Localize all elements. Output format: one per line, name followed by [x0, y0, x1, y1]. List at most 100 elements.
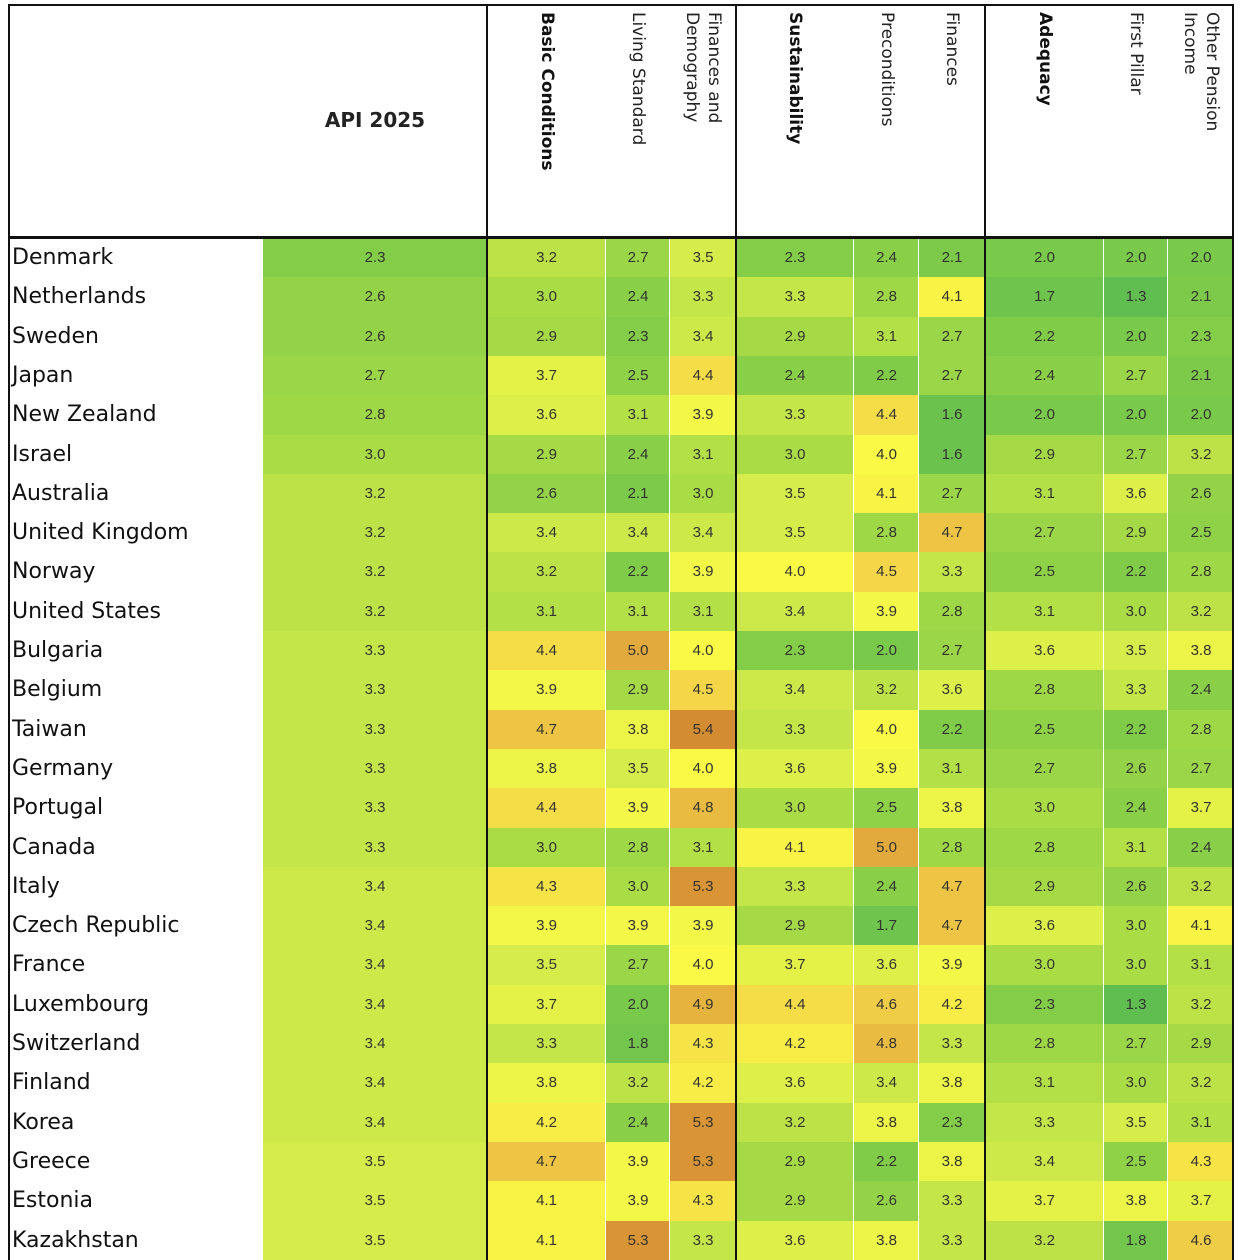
heatmap-cell: 2.5 [985, 552, 1104, 593]
heatmap-cell: 2.4 [1104, 788, 1168, 828]
heatmap-cell: 3.3 [263, 709, 487, 750]
subcolumn-header: Finances [942, 12, 962, 86]
heatmap-cell: 2.9 [1104, 513, 1168, 553]
heatmap-cell: 2.3 [736, 631, 854, 671]
heatmap-cell: 3.8 [854, 1102, 919, 1143]
heatmap-cell: 2.2 [1104, 552, 1168, 593]
heatmap-cell: 3.7 [487, 355, 606, 396]
heatmap-cell: 4.6 [1168, 1220, 1234, 1260]
heatmap-cell: 3.6 [854, 945, 919, 986]
country-label: Greece [12, 1148, 91, 1174]
country-label: United States [12, 598, 161, 624]
heatmap-cell: 2.4 [1168, 670, 1234, 711]
country-label: Canada [12, 834, 96, 860]
heatmap-cell: 3.3 [919, 1024, 985, 1064]
heatmap-cell: 2.1 [919, 238, 985, 278]
heatmap-cell: 3.3 [487, 1024, 606, 1064]
country-label: France [12, 952, 86, 978]
heatmap-cell: 4.2 [670, 1063, 736, 1104]
heatmap-cell: 2.1 [1168, 277, 1234, 318]
heatmap-cell: 2.9 [736, 1181, 854, 1221]
heatmap-cell: 3.5 [487, 945, 606, 986]
heatmap-cell: 4.3 [487, 866, 606, 907]
heatmap-cell: 3.6 [985, 906, 1104, 946]
heatmap-cell: 3.8 [854, 1220, 919, 1260]
heatmap-cell: 3.6 [736, 1220, 854, 1260]
heatmap-cell: 3.8 [487, 748, 606, 789]
heatmap-cell: 2.9 [487, 434, 606, 475]
heatmap-cell: 3.7 [487, 984, 606, 1025]
heatmap-cell: 2.8 [606, 827, 670, 868]
heatmap-cell: 2.8 [263, 395, 487, 435]
heatmap-cell: 4.0 [854, 434, 919, 475]
group-divider [984, 4, 986, 1260]
heatmap-cell: 4.4 [854, 395, 919, 435]
heatmap-cell: 3.3 [919, 1220, 985, 1260]
heatmap-cell: 4.5 [854, 552, 919, 593]
heatmap-cell: 5.3 [670, 1141, 736, 1182]
heatmap-cell: 3.2 [606, 1063, 670, 1104]
heatmap-cell: 3.0 [736, 788, 854, 828]
heatmap-cell: 4.1 [487, 1220, 606, 1260]
heatmap-cell: 1.7 [985, 277, 1104, 318]
heatmap-cell: 3.9 [670, 906, 736, 946]
heatmap-cell: 2.7 [1104, 355, 1168, 396]
heatmap-cell: 3.6 [736, 1063, 854, 1104]
heatmap-cell: 3.3 [263, 748, 487, 789]
heatmap-cell: 3.8 [919, 1063, 985, 1104]
heatmap-cell: 2.3 [263, 238, 487, 278]
heatmap-cell: 4.3 [670, 1181, 736, 1221]
heatmap-cell: 2.7 [606, 238, 670, 278]
heatmap-cell: 2.0 [1168, 238, 1234, 278]
heatmap-cell: 3.3 [736, 395, 854, 435]
heatmap-cell: 2.4 [606, 434, 670, 475]
heatmap-cell: 3.0 [263, 434, 487, 475]
heatmap-cell: 2.4 [736, 355, 854, 396]
heatmap-cell: 2.7 [606, 945, 670, 986]
heatmap-cell: 3.1 [854, 316, 919, 357]
country-label: Belgium [12, 677, 103, 703]
heatmap-cell: 2.2 [985, 316, 1104, 357]
heatmap-cell: 3.5 [606, 748, 670, 789]
heatmap-cell: 2.0 [1104, 395, 1168, 435]
heatmap-cell: 3.6 [919, 670, 985, 711]
heatmap-cell: 1.6 [919, 434, 985, 475]
heatmap-cell: 4.7 [487, 709, 606, 750]
country-label: Switzerland [12, 1031, 141, 1056]
heatmap-cell: 3.0 [606, 866, 670, 907]
country-label: Norway [12, 559, 96, 585]
heatmap-cell: 4.7 [487, 1141, 606, 1182]
heatmap-cell: 2.1 [1168, 355, 1234, 396]
cell-separator [605, 238, 606, 1260]
heatmap-cell: 3.4 [487, 513, 606, 553]
heatmap-cell: 4.0 [670, 631, 736, 671]
heatmap-cell: 2.6 [1104, 866, 1168, 907]
heatmap-cell: 5.3 [670, 1102, 736, 1143]
heatmap-cell: 3.0 [1104, 945, 1168, 986]
country-label: Kazakhstan [12, 1227, 139, 1253]
heatmap-cell: 2.5 [606, 355, 670, 396]
heatmap-cell: 2.8 [854, 277, 919, 318]
heatmap-cell: 3.0 [670, 473, 736, 514]
heatmap-cell: 3.3 [670, 1220, 736, 1260]
heatmap-cell: 2.0 [985, 238, 1104, 278]
heatmap-cell: 1.7 [854, 906, 919, 946]
heatmap-cell: 3.1 [1104, 827, 1168, 868]
heatmap-cell: 2.4 [606, 1102, 670, 1143]
cell-separator [1103, 238, 1104, 1260]
heatmap-cell: 4.0 [670, 945, 736, 986]
heatmap-cell: 2.4 [985, 355, 1104, 396]
group-divider [486, 4, 488, 1260]
heatmap-cell: 3.9 [606, 906, 670, 946]
heatmap-cell: 3.1 [670, 827, 736, 868]
heatmap-cell: 3.4 [263, 906, 487, 946]
heatmap-cell: 3.7 [1168, 1181, 1234, 1221]
heatmap-cell: 4.1 [919, 277, 985, 318]
heatmap-cell: 3.4 [854, 1063, 919, 1104]
country-label: Italy [12, 873, 60, 899]
heatmap-cell: 2.3 [736, 238, 854, 278]
heatmap-cell: 2.8 [919, 827, 985, 868]
heatmap-cell: 4.8 [854, 1024, 919, 1064]
heatmap-cell: 3.5 [263, 1141, 487, 1182]
heatmap-cell: 3.3 [985, 1102, 1104, 1143]
